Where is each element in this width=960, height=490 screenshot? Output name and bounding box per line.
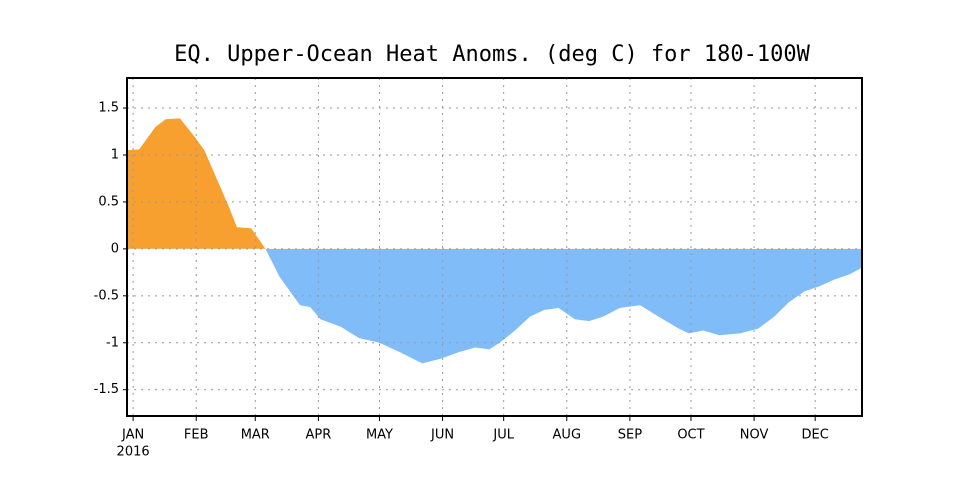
plot-frame xyxy=(126,77,863,417)
chart-title: EQ. Upper-Ocean Heat Anoms. (deg C) for … xyxy=(174,42,811,67)
y-tick-label: -1 xyxy=(106,335,119,350)
x-tick-label: SEP xyxy=(618,428,642,443)
negative-area xyxy=(127,248,862,364)
y-tick-label: -1.5 xyxy=(94,382,119,397)
x-tick-label: JAN xyxy=(121,428,144,443)
y-tick-label: 0 xyxy=(111,241,119,256)
y-tick-label: -0.5 xyxy=(94,288,119,303)
x-tick-label: OCT xyxy=(677,428,704,443)
x-tick-label: APR xyxy=(306,428,332,443)
x-tick-label: JUN xyxy=(430,428,454,443)
x-tick-label: JUL xyxy=(492,428,514,443)
x-tick-label: DEC xyxy=(802,428,829,443)
y-tick-label: 0.5 xyxy=(98,194,119,209)
year-label: 2016 xyxy=(117,445,150,460)
y-tick-label: 1 xyxy=(111,147,119,162)
x-tick-label: MAY xyxy=(366,428,393,443)
x-tick-label: FEB xyxy=(184,428,209,443)
x-tick-label: AUG xyxy=(553,428,581,443)
x-tick-label: MAR xyxy=(241,428,270,443)
x-tick-label: NOV xyxy=(740,428,769,443)
y-tick-label: 1.5 xyxy=(98,101,119,116)
